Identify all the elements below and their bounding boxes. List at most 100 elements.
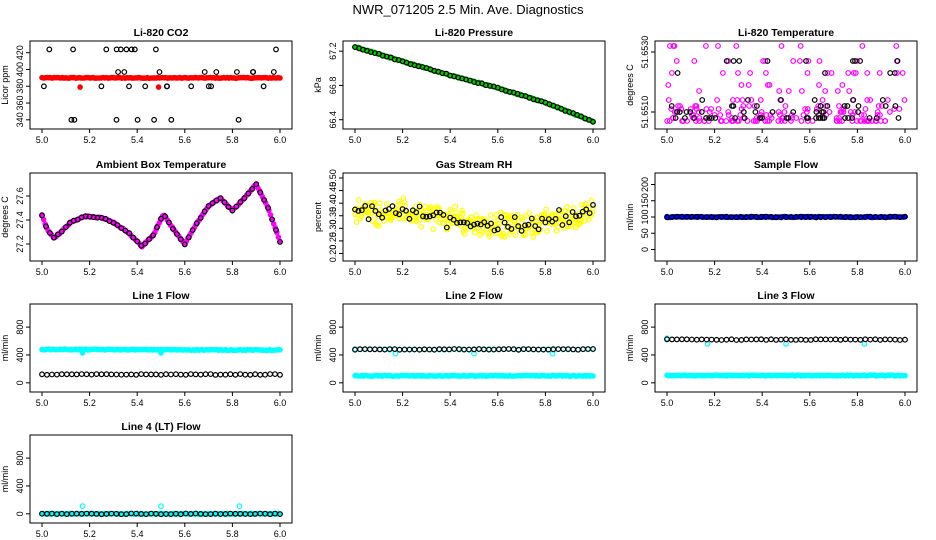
data-point (128, 46, 135, 53)
data-point (797, 43, 804, 49)
data-point (177, 371, 184, 378)
data-point (522, 231, 529, 238)
data-point (763, 112, 770, 118)
data-point (535, 226, 542, 233)
y-tick-label: 50 (640, 228, 650, 238)
data-point (130, 234, 137, 241)
data-point (68, 371, 75, 378)
data-point (376, 200, 383, 207)
data-point (133, 371, 140, 378)
data-point (450, 216, 457, 223)
data-point (876, 70, 883, 76)
data-point (857, 336, 864, 343)
data-point (181, 241, 188, 248)
data-point (677, 103, 683, 109)
data-point (887, 109, 893, 115)
y-axis-label: percent (313, 201, 323, 232)
data-point (739, 97, 746, 103)
data-point (506, 212, 512, 219)
data-point (688, 336, 695, 343)
x-tick-label: 5.2 (708, 267, 721, 277)
data-point (861, 112, 867, 118)
panel-line2: Line 2 Flow ml/min 5.0 5.2 5.4 5.6 5.8 6.0 0 400 8… (313, 290, 606, 408)
data-point (270, 69, 277, 75)
x-tick-label: 6.0 (899, 135, 912, 145)
panel-line4: Line 4 (LT) Flow ml/min 5.0 5.2 5.4 5.6 5.8 6.0… (0, 421, 293, 539)
data-point (90, 214, 97, 221)
data-point (850, 70, 857, 76)
data-point (842, 115, 848, 121)
data-point (192, 371, 199, 378)
data-point (813, 106, 820, 112)
data-point (799, 88, 805, 94)
x-tick-label: 5.0 (36, 529, 49, 539)
data-point (667, 43, 673, 49)
data-point (217, 371, 224, 378)
x-tick-label: 5.6 (492, 135, 505, 145)
data-point (725, 109, 732, 115)
data-point (712, 115, 719, 121)
data-layer (352, 195, 596, 240)
data-point (762, 118, 769, 124)
x-tick-label: 5.0 (36, 135, 49, 145)
data-point (205, 203, 212, 209)
y-tick-label: 66.8 (328, 77, 338, 95)
data-point (902, 336, 908, 343)
data-point (501, 219, 508, 226)
data-point (747, 70, 753, 76)
y-axis-label: degrees C (625, 64, 635, 106)
data-point (793, 337, 799, 343)
data-point (418, 223, 425, 230)
data-point (745, 97, 751, 103)
data-point (845, 70, 852, 76)
data-layer (352, 346, 596, 380)
y-axis-label: ml/min (0, 466, 10, 493)
data-point (260, 83, 267, 90)
x-tick-label: 5.4 (131, 267, 144, 277)
data-point (265, 204, 272, 211)
data-point (542, 219, 549, 226)
data-point (126, 83, 132, 90)
data-point (188, 83, 195, 90)
data-point (71, 116, 78, 123)
data-point (763, 337, 770, 343)
data-point (877, 112, 883, 118)
x-tick-label: 5.0 (349, 398, 362, 408)
data-point (884, 97, 891, 103)
data-point (803, 58, 809, 64)
data-point (867, 97, 874, 103)
data-point (481, 219, 488, 226)
data-point (682, 115, 688, 121)
data-point (847, 109, 854, 115)
data-point (506, 231, 513, 237)
y-tick-label: 0.30 (328, 220, 338, 238)
data-point (232, 371, 239, 378)
data-point (728, 336, 735, 343)
y-axis-label: ml/min (0, 335, 10, 362)
data-point (415, 63, 422, 70)
data-point (773, 337, 779, 343)
data-point (777, 112, 783, 118)
data-point (816, 58, 823, 64)
data-point (822, 70, 828, 76)
data-point (691, 58, 698, 64)
y-tick-label: 27.2 (15, 235, 25, 253)
data-point (757, 97, 764, 103)
data-point (154, 224, 160, 231)
data-point (894, 58, 901, 64)
data-point (827, 336, 834, 343)
x-tick-label: 6.0 (274, 398, 287, 408)
data-point (539, 215, 545, 222)
plot-frame (654, 303, 918, 393)
y-tick-label: 100 (640, 209, 650, 224)
data-point (735, 118, 742, 124)
data-point (68, 116, 75, 123)
data-point (804, 118, 811, 124)
data-point (561, 224, 567, 231)
y-tick-label: 0 (15, 511, 25, 516)
data-point (79, 503, 86, 510)
data-point (812, 336, 819, 343)
data-point (79, 350, 86, 356)
y-tick-label: 27.6 (15, 187, 25, 205)
data-point (487, 212, 494, 219)
